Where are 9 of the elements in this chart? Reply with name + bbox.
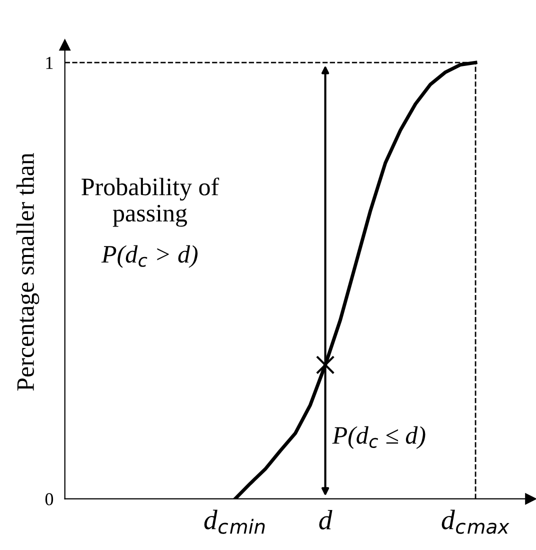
y-axis-title: Percentage smaller than bbox=[16, 152, 40, 391]
text: Probability of passing bbox=[82, 178, 220, 227]
y-tick-label: 0 bbox=[45, 493, 54, 506]
annotation: P(d$_{c}$ ≤ d) bbox=[332, 426, 426, 449]
y-tick-label: 1 bbox=[46, 56, 53, 69]
text: P(d$_{c}$ > d) bbox=[101, 245, 198, 268]
x-tick-label: d bbox=[319, 510, 332, 530]
x-tick-label: d$_{cmin}$ bbox=[204, 510, 265, 534]
x-tick-label: d$_{cmax}$ bbox=[442, 510, 510, 534]
